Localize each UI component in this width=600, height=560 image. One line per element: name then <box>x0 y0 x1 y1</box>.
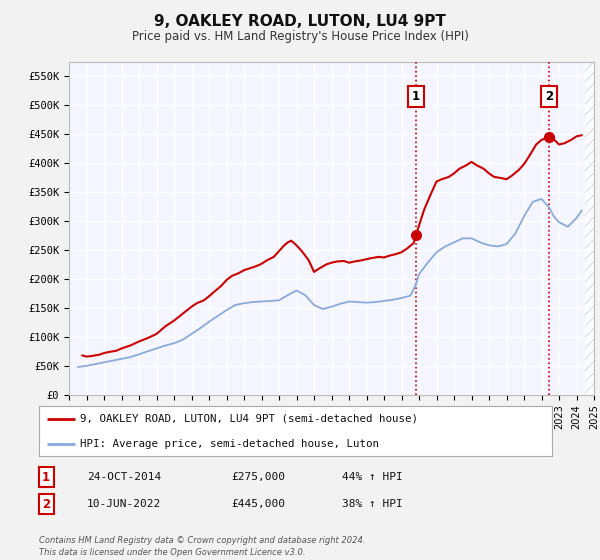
Text: 38% ↑ HPI: 38% ↑ HPI <box>342 499 403 509</box>
Text: Contains HM Land Registry data © Crown copyright and database right 2024.
This d: Contains HM Land Registry data © Crown c… <box>39 536 365 557</box>
Text: 1: 1 <box>412 90 420 103</box>
Text: 2: 2 <box>545 90 553 103</box>
Text: 10-JUN-2022: 10-JUN-2022 <box>87 499 161 509</box>
Text: 1: 1 <box>42 470 50 484</box>
Text: 24-OCT-2014: 24-OCT-2014 <box>87 472 161 482</box>
Text: 44% ↑ HPI: 44% ↑ HPI <box>342 472 403 482</box>
Text: £275,000: £275,000 <box>231 472 285 482</box>
Bar <box>585 62 594 395</box>
Text: HPI: Average price, semi-detached house, Luton: HPI: Average price, semi-detached house,… <box>80 439 379 449</box>
Text: £445,000: £445,000 <box>231 499 285 509</box>
Text: 2: 2 <box>42 497 50 511</box>
Text: 9, OAKLEY ROAD, LUTON, LU4 9PT: 9, OAKLEY ROAD, LUTON, LU4 9PT <box>154 14 446 29</box>
Text: Price paid vs. HM Land Registry's House Price Index (HPI): Price paid vs. HM Land Registry's House … <box>131 30 469 43</box>
Text: 9, OAKLEY ROAD, LUTON, LU4 9PT (semi-detached house): 9, OAKLEY ROAD, LUTON, LU4 9PT (semi-det… <box>80 414 418 423</box>
